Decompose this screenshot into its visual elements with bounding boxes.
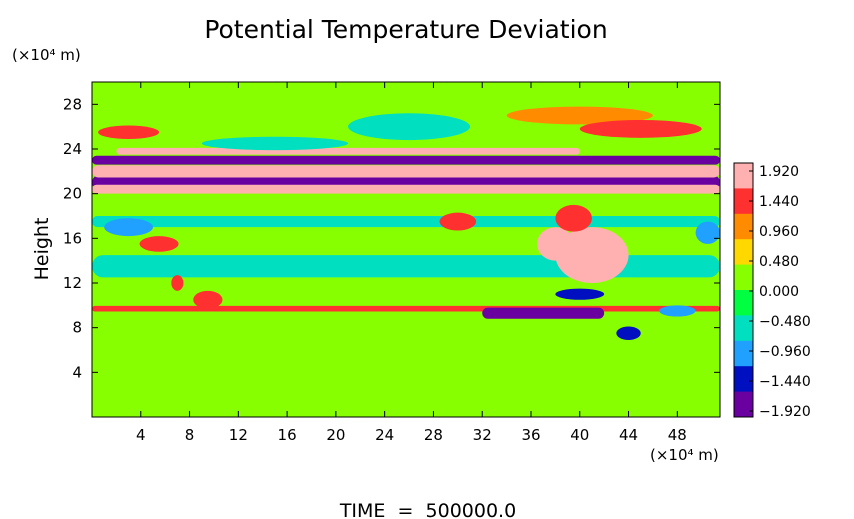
x-axis-unit: (×10⁴ m) bbox=[650, 446, 719, 464]
heatmap-blob bbox=[555, 204, 592, 232]
x-tick-label: 28 bbox=[424, 426, 443, 444]
plot-frame bbox=[91, 81, 721, 418]
heatmap-blob bbox=[201, 136, 349, 151]
heatmap-field bbox=[92, 82, 720, 417]
x-tick-label: 36 bbox=[521, 426, 540, 444]
x-tick-label: 40 bbox=[570, 426, 589, 444]
colorbar-segment bbox=[734, 290, 753, 316]
heatmap-band bbox=[92, 184, 720, 194]
time-label: TIME = 500000.0 bbox=[339, 500, 516, 519]
colorbar-segment bbox=[734, 188, 753, 215]
colorbar-label: 0.480 bbox=[759, 254, 799, 270]
heatmap-blob bbox=[104, 218, 153, 237]
y-tick-label: 16 bbox=[63, 229, 82, 247]
heatmap-blob bbox=[348, 113, 471, 141]
x-tick-label: 12 bbox=[229, 426, 248, 444]
heatmap-blob bbox=[579, 119, 702, 138]
heatmap-blob bbox=[659, 305, 696, 317]
heatmap-blob bbox=[171, 275, 184, 291]
y-tick-label: 24 bbox=[63, 140, 82, 158]
colorbar-label: 0.960 bbox=[759, 224, 799, 240]
y-axis-label: Height bbox=[31, 218, 53, 281]
colorbar-segment bbox=[734, 366, 753, 393]
colorbar-segment bbox=[734, 239, 753, 266]
heatmap-blob bbox=[537, 227, 574, 261]
colorbar-frame bbox=[733, 162, 754, 418]
x-axis-ticks: 4 8 12 16 20 24 28 32 36 40 44 48 bbox=[136, 82, 687, 444]
heatmap-band bbox=[482, 307, 605, 319]
heatmap-blob bbox=[506, 106, 653, 125]
heatmap-blob bbox=[193, 290, 223, 309]
y-axis-unit: (×10⁴ m) bbox=[12, 46, 81, 64]
colorbar-segment bbox=[734, 340, 753, 367]
y-tick-label: 20 bbox=[63, 185, 82, 203]
colorbar: 1.920 1.440 0.960 0.480 0.000 −0.480 −0.960 −1.… bbox=[733, 162, 811, 420]
chart-title: Potential Temperature Deviation bbox=[204, 15, 607, 44]
x-tick-label: 4 bbox=[136, 426, 146, 444]
x-tick-label: 44 bbox=[619, 426, 638, 444]
heatmap-blob bbox=[555, 288, 605, 300]
heatmap-band bbox=[116, 147, 580, 155]
colorbar-segment bbox=[734, 163, 753, 189]
x-tick-label: 20 bbox=[326, 426, 345, 444]
colorbar-segment bbox=[734, 264, 753, 291]
x-tick-label: 8 bbox=[185, 426, 195, 444]
heatmap-band bbox=[92, 165, 720, 178]
colorbar-label: 1.920 bbox=[759, 164, 799, 180]
colorbar-label: 1.440 bbox=[759, 194, 799, 210]
x-tick-label: 32 bbox=[473, 426, 492, 444]
colorbar-segment bbox=[734, 391, 753, 418]
colorbar-label: −0.960 bbox=[759, 344, 811, 360]
heatmap-blob bbox=[98, 125, 160, 139]
y-tick-label: 12 bbox=[63, 274, 82, 292]
y-tick-label: 28 bbox=[63, 95, 82, 113]
colorbar-label: 0.000 bbox=[759, 284, 799, 300]
y-tick-label: 4 bbox=[72, 363, 82, 381]
heatmap-blob bbox=[695, 221, 720, 244]
x-tick-label: 24 bbox=[375, 426, 394, 444]
colorbar-label: −0.480 bbox=[759, 314, 811, 330]
heatmap-band bbox=[92, 216, 720, 228]
colorbar-label: −1.920 bbox=[759, 404, 811, 420]
colorbar-segment bbox=[734, 213, 753, 240]
heatmap-band bbox=[92, 305, 720, 312]
colorbar-label: −1.440 bbox=[759, 374, 811, 390]
heatmap-band bbox=[92, 155, 720, 165]
heatmap-blob bbox=[439, 212, 477, 231]
heatmap-blob bbox=[616, 326, 641, 340]
y-axis-ticks: 4 8 12 16 20 24 28 bbox=[63, 95, 720, 381]
x-tick-label: 16 bbox=[278, 426, 297, 444]
y-tick-label: 8 bbox=[72, 319, 82, 337]
heatmap-blob bbox=[139, 236, 179, 252]
x-tick-label: 48 bbox=[668, 426, 687, 444]
colorbar-segment bbox=[734, 315, 753, 342]
heatmap-blob bbox=[555, 227, 629, 283]
